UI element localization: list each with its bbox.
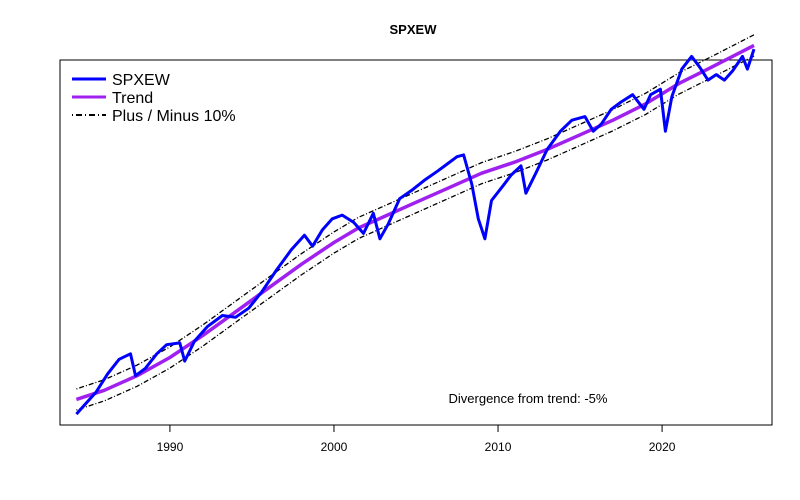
x-tick-label: 2020 xyxy=(649,440,676,454)
x-tick-label: 1990 xyxy=(157,440,184,454)
series-spxew-line xyxy=(75,48,756,416)
chart-title: SPXEW xyxy=(390,22,438,37)
legend-label-trend: Trend xyxy=(112,90,153,107)
plot-lines xyxy=(75,34,756,416)
x-tick-label: 2010 xyxy=(485,440,512,454)
series-band-lower-line xyxy=(76,55,755,411)
series-band-upper-line xyxy=(76,34,755,390)
series-trend-line xyxy=(75,43,755,402)
divergence-annotation: Divergence from trend: -5% xyxy=(449,391,608,406)
legend: SPXEW Trend Plus / Minus 10% xyxy=(72,72,236,125)
x-tick-label: 2000 xyxy=(321,440,348,454)
legend-label-spxew: SPXEW xyxy=(112,72,171,89)
x-axis: 1990 2000 2010 2020 xyxy=(157,424,676,454)
legend-label-band: Plus / Minus 10% xyxy=(112,108,236,125)
